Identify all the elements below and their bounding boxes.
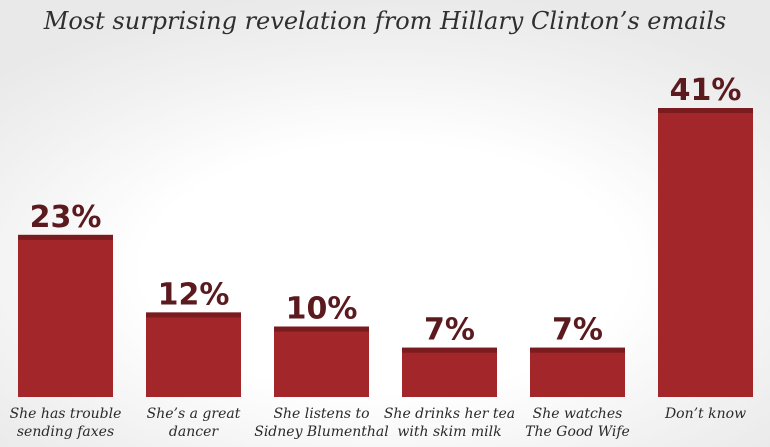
bars-layer: 23% She has trouble sending faxes 12% She’s …	[10, 73, 753, 440]
value-label-6: 41%	[670, 73, 742, 108]
category-label-3: She listens to Sidney Blumenthal	[254, 406, 389, 440]
value-label-3: 10%	[286, 292, 358, 327]
category-label-6: Don’t know	[664, 406, 746, 422]
bar-top-edge-4	[402, 347, 497, 353]
bar-3	[274, 326, 369, 397]
value-label-2: 12%	[158, 277, 230, 312]
category-label-1: She has trouble sending faxes	[10, 406, 122, 440]
chart-title: Most surprising revelation from Hillary …	[43, 7, 726, 35]
bar-6	[658, 108, 753, 397]
bar-top-edge-6	[658, 108, 753, 113]
category-label-5: She watches The Good Wife	[525, 406, 630, 440]
bar-2	[146, 312, 241, 397]
value-label-5: 7%	[552, 313, 603, 348]
value-label-1: 23%	[30, 200, 102, 235]
bar-top-edge-1	[18, 234, 113, 240]
bar-1	[18, 234, 113, 397]
bar-5	[530, 347, 625, 397]
bar-top-edge-2	[146, 312, 241, 318]
bar-4	[402, 347, 497, 397]
bar-top-edge-3	[274, 326, 369, 332]
bar-top-edge-5	[530, 347, 625, 353]
category-label-2: She’s a great dancer	[147, 406, 241, 440]
value-label-4: 7%	[424, 313, 475, 348]
category-label-4: She drinks her tea with skim milk	[384, 406, 515, 440]
